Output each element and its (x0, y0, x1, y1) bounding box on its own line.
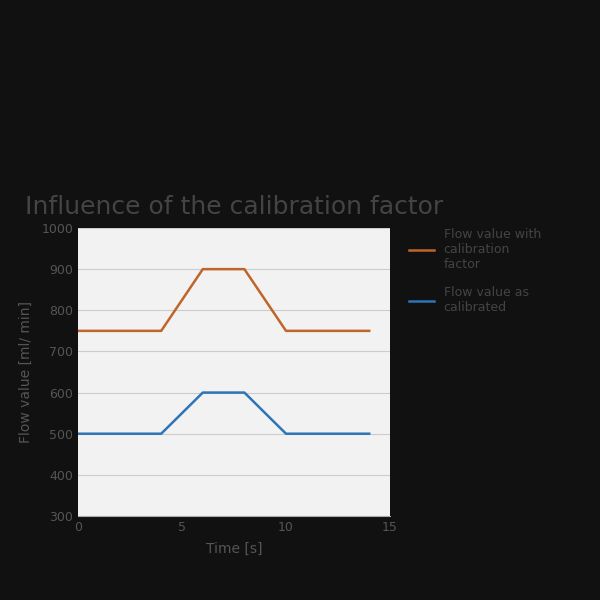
X-axis label: Time [s]: Time [s] (206, 542, 262, 556)
Y-axis label: Flow value [ml/ min]: Flow value [ml/ min] (19, 301, 33, 443)
Legend: Flow value with
calibration
factor, Flow value as
calibrated: Flow value with calibration factor, Flow… (409, 229, 541, 314)
Title: Influence of the calibration factor: Influence of the calibration factor (25, 195, 443, 219)
